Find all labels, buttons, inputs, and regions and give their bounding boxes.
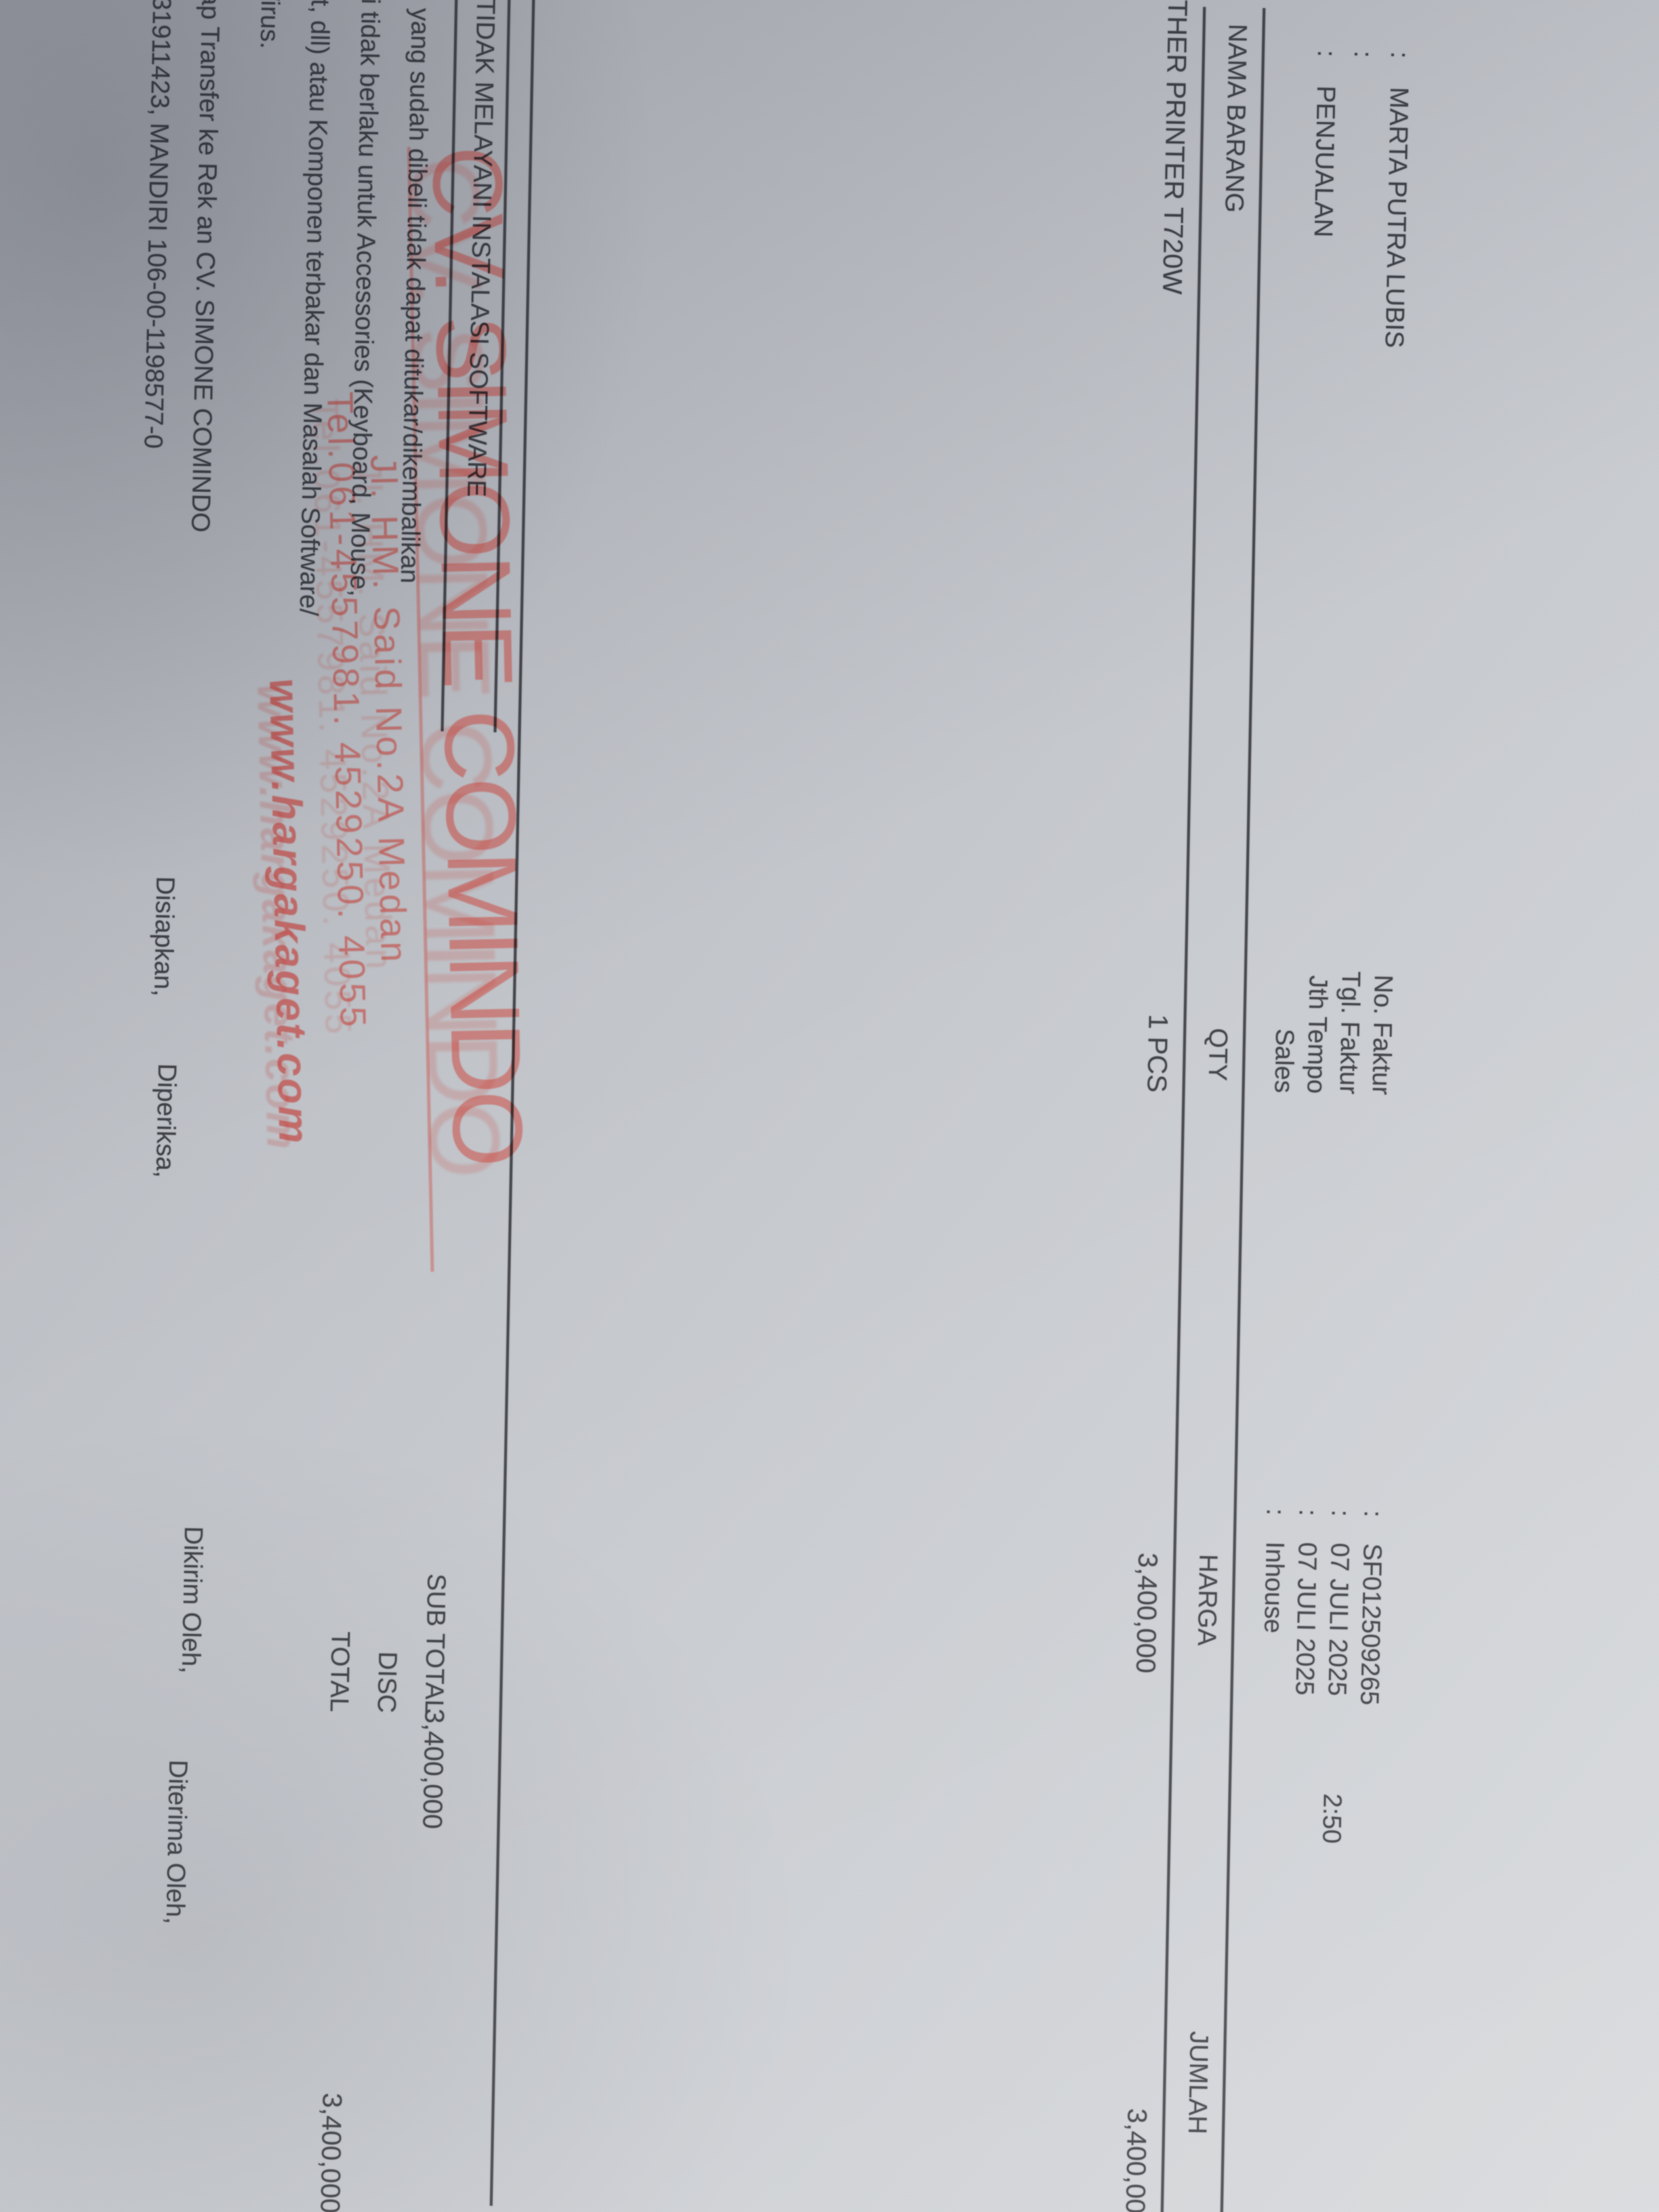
item-jumlah: 3,400,000 xyxy=(1120,2108,1152,2212)
notes-line-3: et, dll) atau Komponen terbakar dan Masa… xyxy=(293,0,335,617)
notes-line-4: Virus. xyxy=(254,0,285,49)
meta-value-no-faktur: SF012509265 xyxy=(1355,1543,1387,1706)
signature-dikirim-oleh: Dikirim Oleh, xyxy=(176,1525,207,1674)
colon: : xyxy=(1261,1508,1290,1516)
customer-extra xyxy=(1348,58,1377,87)
transaction-type: PENJUALAN xyxy=(1308,85,1340,238)
meta-label-tgl-faktur: Tgl. Faktur xyxy=(1334,970,1365,1095)
colon: : xyxy=(1358,1510,1387,1518)
disc-label: DISC xyxy=(371,1651,402,1714)
notes-heading: TIDAK MELAYANI INSTALASI SOFTWARE xyxy=(462,0,500,497)
payment-line-2: 831911423, MANDIRI 106-00-1198577-0 xyxy=(138,0,176,449)
meta-label-no-faktur: No. Faktur xyxy=(1366,974,1397,1096)
colon: : xyxy=(1293,1509,1322,1517)
column-header-qty: QTY xyxy=(1202,1027,1233,1082)
customer-row-3: : PENJUALAN xyxy=(1307,49,1342,237)
column-header-nama-barang: NAMA BARANG xyxy=(1219,23,1252,213)
column-header-jumlah: JUMLAH xyxy=(1182,2030,1213,2135)
column-header-harga: HARGA xyxy=(1191,1553,1223,1646)
meta-label-sales: Sales xyxy=(1269,1028,1299,1094)
total-value: 3,400,000 xyxy=(314,2092,347,2212)
table-bottom-rule xyxy=(489,0,535,2206)
item-qty: 1 PCS xyxy=(1141,1014,1173,1093)
customer-row-2: : xyxy=(1347,50,1378,86)
item-name: THER PRINTER T720W xyxy=(1157,0,1193,295)
colon: : xyxy=(1385,51,1414,59)
print-time: 2:50 xyxy=(1317,1793,1347,1844)
meta-value-tgl-faktur: 07 JULI 2025 xyxy=(1322,1542,1354,1696)
signature-disiapkan: Disiapkan, xyxy=(148,876,180,997)
colon: : xyxy=(1348,50,1378,58)
meta-value-sales: Inhouse xyxy=(1258,1541,1289,1634)
customer-row-1: : MARTA PUTRA LUBIS xyxy=(1378,51,1415,348)
company-stamp: CV. SIMONE COMINDO Jl. HM. Said No.2A Me… xyxy=(249,144,544,1275)
meta-value-jth-tempo: 07 JULI 2025 xyxy=(1290,1542,1322,1696)
total-label: TOTAL xyxy=(324,1631,354,1713)
meta-label-jth-tempo: Jth Tempo xyxy=(1301,975,1332,1094)
notes-line-2: si tidak berlaku untuk Accessories (Keyb… xyxy=(344,0,385,597)
colon: : xyxy=(1326,1509,1355,1517)
subtotal-value: 3,400,000 xyxy=(417,1708,449,1830)
signature-diterima-oleh: Diterima Oleh, xyxy=(160,1759,192,1925)
customer-name: MARTA PUTRA LUBIS xyxy=(1379,87,1414,348)
payment-line-1: rap Transfer ke Rek an CV. SIMONE COMIND… xyxy=(186,0,225,533)
notes-line-1: g yang sudah dibeli tidak dapat ditukar/… xyxy=(394,0,435,584)
item-harga: 3,400,000 xyxy=(1130,1552,1163,1674)
signature-diperiksa: Diperiksa, xyxy=(150,1063,182,1179)
notes-heading-rule xyxy=(441,0,458,731)
colon: : xyxy=(1311,49,1341,58)
stamp-website: www.hargakaget.com xyxy=(260,678,317,1146)
